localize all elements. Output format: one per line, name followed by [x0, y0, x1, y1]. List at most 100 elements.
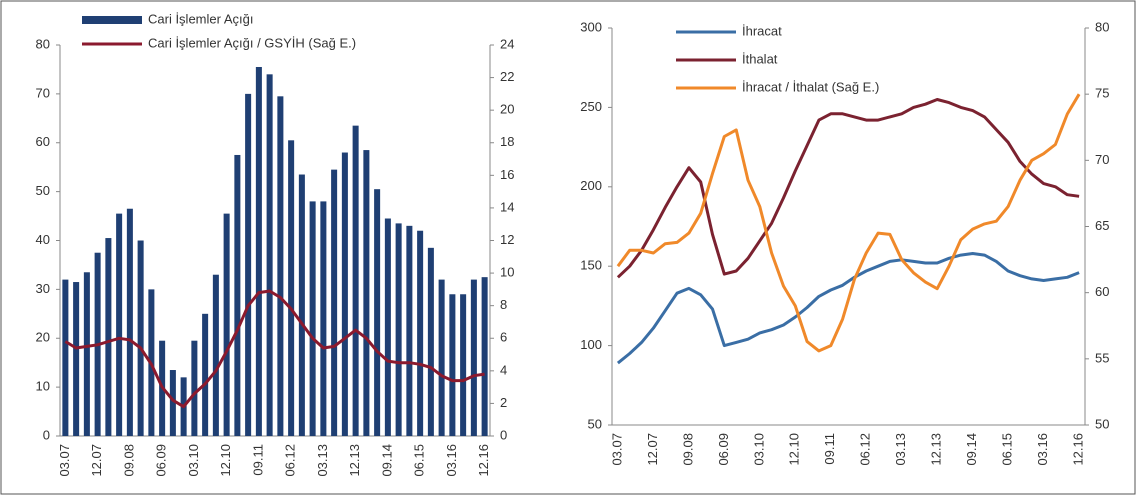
x-tick-label: 12.16 [476, 444, 491, 477]
x-tick-label: 09.14 [379, 444, 394, 477]
y-tick-label: 300 [580, 19, 602, 34]
line-series [64, 289, 485, 409]
bar [384, 218, 391, 436]
bar [460, 294, 467, 436]
legend-label: Cari İşlemler Açığı [148, 11, 253, 26]
x-tick-label: 12.10 [787, 433, 802, 466]
x-tick-label: 12.07 [89, 444, 104, 477]
line-series [616, 252, 1080, 365]
x-tick-label: 03.13 [315, 444, 330, 477]
x-tick-label: 12.10 [218, 444, 233, 477]
bar [202, 313, 209, 436]
legend-label: İhracat / İthalat (Sağ E.) [742, 79, 879, 94]
x-tick-label: 06.12 [858, 433, 873, 466]
y-tick-label: 20 [36, 330, 50, 345]
bar [191, 340, 198, 436]
y-tick-label: 40 [36, 232, 50, 247]
bar [255, 66, 262, 437]
bar [116, 213, 123, 436]
line-series [616, 93, 1081, 353]
x-tick-label: 09.08 [121, 444, 136, 477]
y2-tick-label: 2 [500, 395, 507, 410]
legend-label: İhracat [742, 23, 782, 38]
bar [137, 240, 144, 436]
y-tick-label: 0 [43, 427, 50, 442]
y2-tick-label: 80 [1095, 19, 1109, 34]
bar [234, 154, 241, 436]
y2-tick-label: 60 [1095, 284, 1109, 299]
x-tick-label: 03.07 [57, 444, 72, 477]
x-tick-label: 06.15 [412, 444, 427, 477]
bar [374, 189, 381, 436]
x-tick-label: 06.09 [716, 433, 731, 466]
bar [417, 230, 424, 436]
bar [266, 74, 273, 436]
y-tick-label: 30 [36, 281, 50, 296]
bar [212, 274, 219, 436]
bar [427, 247, 434, 436]
bar [309, 201, 316, 436]
y2-tick-label: 18 [500, 134, 514, 149]
y-tick-label: 70 [36, 85, 50, 100]
y-tick-label: 200 [580, 178, 602, 193]
x-tick-label: 09.11 [822, 433, 837, 465]
x-tick-label: 09.14 [964, 433, 979, 466]
y2-tick-label: 55 [1095, 350, 1109, 365]
x-tick-label: 06.09 [154, 444, 169, 477]
y-tick-label: 150 [580, 258, 602, 273]
line-series [616, 98, 1080, 279]
y2-tick-label: 16 [500, 167, 514, 182]
bar [438, 279, 445, 436]
x-tick-label: 09.08 [680, 433, 695, 466]
y2-tick-label: 22 [500, 69, 514, 84]
x-tick-label: 12.16 [1071, 433, 1086, 466]
y2-tick-label: 14 [500, 199, 514, 214]
bar [126, 208, 133, 436]
bar [62, 279, 69, 436]
y-tick-label: 50 [36, 183, 50, 198]
y2-tick-label: 65 [1095, 218, 1109, 233]
y-tick-label: 80 [36, 36, 50, 51]
y2-tick-label: 12 [500, 232, 514, 247]
bar [169, 370, 176, 436]
x-tick-label: 03.10 [186, 444, 201, 477]
bar [320, 201, 327, 436]
y2-tick-label: 24 [500, 36, 514, 51]
y2-tick-label: 8 [500, 297, 507, 312]
bar [277, 96, 284, 436]
y2-tick-label: 10 [500, 265, 514, 280]
x-tick-label: 09.11 [250, 444, 265, 476]
bar [105, 238, 112, 436]
bar [395, 223, 402, 436]
bar [341, 152, 348, 436]
bar [223, 213, 230, 436]
y2-tick-label: 75 [1095, 86, 1109, 101]
x-tick-label: 12.13 [929, 433, 944, 466]
y-tick-label: 10 [36, 379, 50, 394]
legend-label: Cari İşlemler Açığı / GSYİH (Sağ E.) [148, 35, 356, 50]
y-tick-label: 100 [580, 337, 602, 352]
y2-tick-label: 4 [500, 362, 507, 377]
bar [406, 225, 413, 436]
x-tick-label: 03.16 [444, 444, 459, 477]
x-tick-label: 03.13 [893, 433, 908, 466]
legend-swatch [82, 16, 142, 24]
bar [288, 140, 295, 436]
bar [245, 93, 252, 436]
y-tick-label: 250 [580, 99, 602, 114]
y2-tick-label: 6 [500, 330, 507, 345]
x-tick-label: 03.10 [751, 433, 766, 466]
x-tick-label: 06.12 [283, 444, 298, 477]
bar [83, 272, 90, 436]
bar [352, 125, 359, 437]
bar [470, 279, 477, 436]
bar [363, 150, 370, 437]
y2-tick-label: 70 [1095, 152, 1109, 167]
bar [73, 282, 80, 436]
x-tick-label: 03.16 [1035, 433, 1050, 466]
y-tick-label: 60 [36, 134, 50, 149]
bar [298, 174, 305, 437]
x-tick-label: 03.07 [609, 433, 624, 466]
